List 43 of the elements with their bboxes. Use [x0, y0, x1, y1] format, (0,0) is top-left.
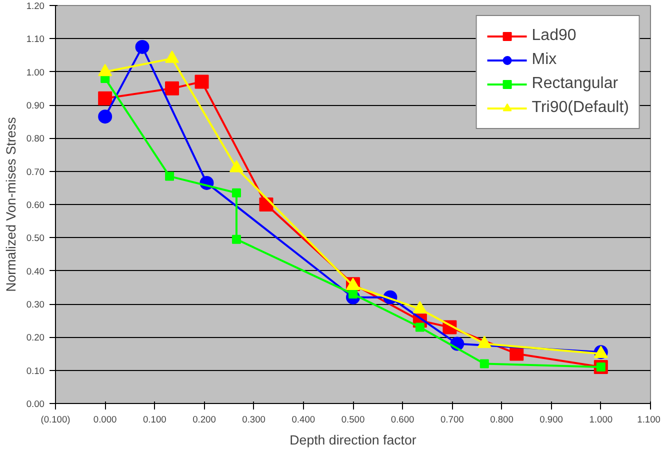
x-axis-title: Depth direction factor: [290, 432, 417, 448]
point: [165, 172, 174, 181]
y-tick-label: 0.20: [26, 332, 44, 343]
point: [510, 346, 524, 361]
x-tick-label: 1.100: [637, 414, 660, 424]
y-tick-label: 0.40: [26, 266, 44, 276]
x-tick-label: 0.900: [540, 414, 564, 424]
y-tick-label: 0.10: [26, 366, 44, 376]
y-tick-label: 1.20: [26, 1, 44, 11]
y-tick-label: 0.60: [26, 200, 44, 210]
x-tick-label: 0.300: [242, 414, 266, 424]
point: [232, 188, 241, 198]
x-tick-label: (0.100): [40, 414, 70, 424]
point: [232, 234, 241, 244]
point: [415, 322, 424, 332]
x-tick-label: 1.000: [589, 414, 613, 424]
legend-label: Mix: [532, 51, 557, 69]
point: [98, 110, 112, 124]
point: [98, 91, 112, 106]
y-tick-label: 0.30: [26, 300, 44, 310]
y-tick-label: 0.90: [26, 100, 44, 110]
y-tick-label: 1.00: [26, 67, 44, 78]
x-tick-label: 0.000: [93, 414, 117, 424]
legend-label: Lad90: [532, 27, 576, 45]
x-tick-label: 0.800: [490, 414, 514, 424]
x-tick-label: 0.400: [292, 414, 316, 424]
point: [165, 81, 180, 96]
y-tick-label: 1.10: [26, 34, 44, 44]
y-axis-title: Normalized Von-mises Stress: [3, 116, 18, 292]
x-tick-label: 0.500: [341, 414, 365, 424]
point: [194, 74, 209, 89]
x-tick-label: 0.100: [142, 414, 166, 424]
y-tick-label: 0.80: [26, 134, 44, 144]
x-tick-label: 0.200: [192, 414, 216, 424]
legend-label: Rectangular: [532, 75, 618, 93]
x-tick-label: 0.600: [390, 414, 414, 424]
y-tick-label: 0.00: [26, 399, 44, 409]
point: [480, 359, 489, 368]
y-tick-label: 0.70: [26, 166, 44, 177]
legend-label: Tri90(Default): [532, 99, 629, 117]
point: [135, 40, 150, 54]
x-tick-label: 0.700: [440, 414, 464, 424]
y-tick-label: 0.50: [26, 233, 44, 244]
